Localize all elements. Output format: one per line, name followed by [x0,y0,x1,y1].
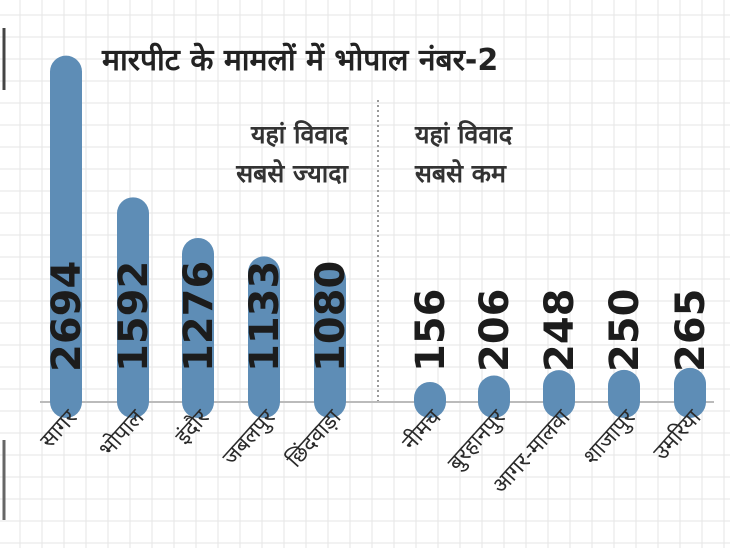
category-label: शाजापुर [579,405,641,470]
bar-value-label: 156 [408,289,454,373]
bar [543,370,575,418]
bar-value-label: 1133 [242,261,288,372]
bar-value-label: 248 [537,289,583,373]
bar-value-label: 206 [472,289,518,373]
category-label: छिंदवाड़ा [282,404,347,472]
bar [50,55,82,419]
bar [608,369,640,418]
group-label-low-line1: यहां विवाद [414,120,513,149]
bar-value-label: 1276 [176,261,222,372]
bar [117,197,149,418]
bar [182,237,214,418]
group-label-low-line2: सबसे कम [414,159,507,188]
bar-value-label: 1592 [111,261,157,372]
category-label: बुरहानपुर [443,405,511,476]
bar [414,381,446,418]
bar [248,256,280,418]
bar-value-label: 1080 [308,261,354,372]
bar [478,375,510,418]
bar-value-label: 265 [668,289,714,373]
group-label-high-line1: यहां विवाद [250,120,349,149]
group-label-high-line2: सबसे ज्यादा [235,159,349,188]
category-label: जबलपुर [218,405,281,471]
bars: 2694सागर1592भोपाल1276इंदौर1133जबलपुर1080… [36,55,714,499]
bar [314,263,346,418]
bar [674,367,706,418]
bar-value-label: 2694 [44,261,90,372]
bar-value-label: 250 [602,289,648,373]
chart-title: मारपीट के मामलों में भोपाल नंबर-2 [101,42,498,78]
